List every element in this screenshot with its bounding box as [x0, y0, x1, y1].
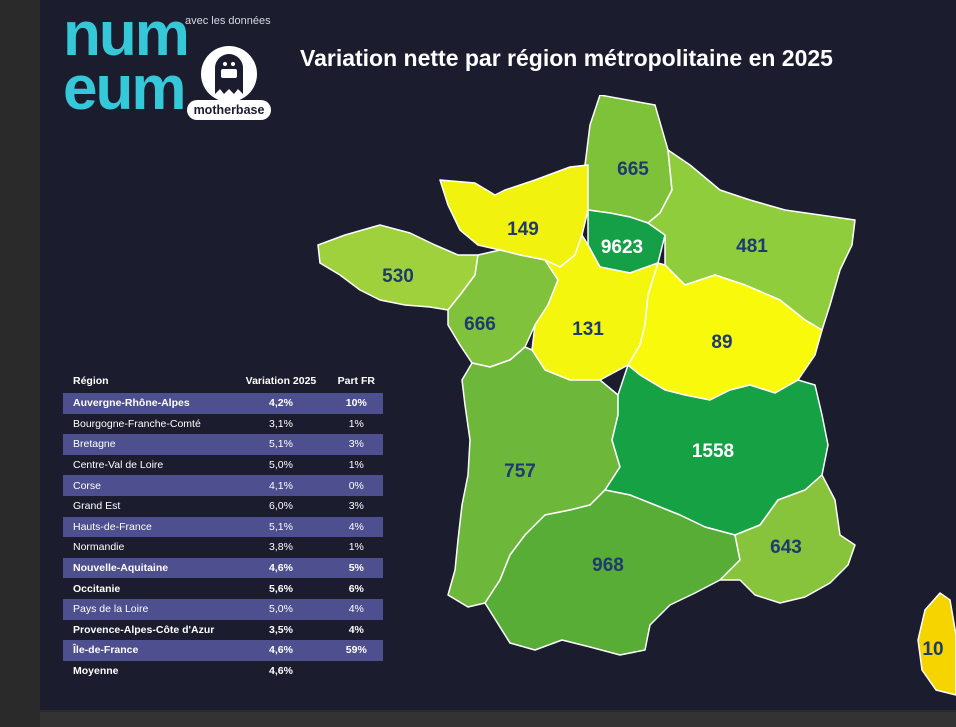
cell-variation: 5,1% — [232, 516, 326, 538]
bottom-strip — [40, 712, 956, 727]
region-value-auvergne-rhone-alpes: 1558 — [692, 441, 734, 462]
cell-region: Provence-Alpes-Côte d'Azur — [73, 623, 215, 636]
table-row: Corse 4,1% 0% — [63, 475, 383, 496]
cell-variation: 3,1% — [268, 417, 293, 430]
column-header-part: Part FR — [337, 375, 375, 387]
cell-part: 4% — [325, 598, 383, 620]
cell-region: Grand Est — [73, 500, 121, 513]
cell-part: 1% — [348, 541, 364, 554]
cell-region: Nouvelle-Aquitaine — [63, 557, 233, 579]
table-row: Grand Est 6,0% 3% — [63, 496, 383, 517]
region-data-table: Région Variation 2025 Part FR Auvergne-R… — [63, 371, 383, 681]
region-value-bretagne: 530 — [382, 266, 414, 287]
numeum-logo: num eum — [63, 0, 190, 124]
right-edge-cutoff — [950, 450, 956, 530]
cell-variation: 4,6% — [232, 640, 326, 661]
table-row: Île-de-France 4,6% 59% — [63, 640, 383, 661]
cell-region: Île-de-France — [63, 640, 233, 661]
cell-part: 4% — [325, 516, 383, 538]
cell-region: Bretagne — [63, 434, 233, 455]
cell-part: 1% — [348, 459, 364, 472]
cell-region: Centre-Val de Loire — [73, 459, 164, 472]
cell-region: Normandie — [73, 541, 125, 554]
region-value-ile-de-france: 9623 — [601, 237, 643, 258]
cell-variation: 5,1% — [232, 434, 326, 455]
region-value-normandie: 149 — [507, 219, 539, 240]
table-row: Moyenne 4,6% — [63, 661, 383, 682]
cell-part: 6% — [348, 582, 364, 595]
cell-region: Occitanie — [73, 582, 121, 595]
region-value-pays-de-la-loire: 666 — [464, 314, 496, 335]
cell-part: 1% — [348, 417, 364, 430]
cell-variation: 5,0% — [268, 459, 293, 472]
cell-variation: 5,0% — [232, 598, 326, 620]
cell-part: 3% — [348, 500, 364, 513]
table-row: Pays de la Loire 5,0% 4% — [63, 598, 383, 620]
cell-variation: 6,0% — [268, 500, 293, 513]
region-occitanie — [484, 489, 741, 656]
cell-variation: 5,6% — [268, 582, 293, 595]
region-corse — [917, 592, 956, 696]
table-row: Normandie 3,8% 1% — [63, 537, 383, 558]
table-row: Bourgogne-Franche-Comté 3,1% 1% — [63, 414, 383, 435]
cell-region: Moyenne — [73, 665, 119, 678]
cell-variation: 3,8% — [268, 541, 293, 554]
cell-region: Hauts-de-France — [63, 516, 233, 538]
region-value-corse: 10 — [922, 639, 943, 660]
partner-intro-text: avec les données — [185, 15, 271, 27]
cell-region: Pays de la Loire — [63, 598, 233, 620]
france-region-map: 665 149 9623 481 530 666 131 89 757 1558 968 643 10 — [317, 95, 956, 696]
region-provence-alpes-cote-d-azur — [719, 474, 856, 604]
region-value-nouvelle-aquitaine: 757 — [504, 461, 536, 482]
cell-part: 4% — [348, 623, 364, 636]
table-row: Auvergne-Rhône-Alpes 4,2% 10% — [63, 393, 383, 414]
cell-variation: 4,6% — [232, 557, 326, 579]
table-row: Nouvelle-Aquitaine 4,6% 5% — [63, 557, 383, 579]
table-row: Provence-Alpes-Côte d'Azur 3,5% 4% — [63, 620, 383, 641]
region-value-occitanie: 968 — [592, 555, 624, 576]
region-normandie — [439, 164, 589, 268]
cell-part: 0% — [325, 475, 383, 496]
cell-part: 10% — [325, 393, 383, 414]
cell-region: Bourgogne-Franche-Comté — [73, 417, 201, 430]
cell-variation: 4,6% — [268, 665, 293, 678]
cell-region: Auvergne-Rhône-Alpes — [63, 393, 233, 414]
table-row: Occitanie 5,6% 6% — [63, 578, 383, 599]
table-row: Hauts-de-France 5,1% 4% — [63, 516, 383, 538]
table-row: Centre-Val de Loire 5,0% 1% — [63, 455, 383, 476]
cell-part: 59% — [325, 640, 383, 661]
table-header-row: Région Variation 2025 Part FR — [63, 371, 383, 393]
table-row: Bretagne 5,1% 3% — [63, 434, 383, 455]
chart-title: Variation nette par région métropolitain… — [300, 45, 833, 71]
region-value-provence-alpes-cote-d-azur: 643 — [770, 537, 802, 558]
region-value-bourgogne-franche-comte: 89 — [711, 332, 732, 353]
cell-region: Corse — [63, 475, 233, 496]
cell-variation: 4,2% — [232, 393, 326, 414]
cell-variation: 4,1% — [232, 475, 326, 496]
motherbase-label: motherbase — [187, 100, 271, 120]
region-value-hauts-de-france: 665 — [617, 159, 649, 180]
cell-variation: 3,5% — [268, 623, 293, 636]
column-header-region: Région — [73, 375, 109, 387]
column-header-variation: Variation 2025 — [245, 375, 317, 387]
region-value-grand-est: 481 — [736, 236, 768, 257]
cell-part — [326, 661, 383, 682]
region-value-centre-val-de-loire: 131 — [572, 319, 604, 340]
cell-part: 5% — [325, 557, 383, 579]
motherbase-ghost-icon — [201, 46, 257, 102]
cell-part: 3% — [325, 434, 383, 455]
logo-bottom-text: eum — [63, 54, 186, 123]
logo-top-text: num — [63, 0, 190, 69]
